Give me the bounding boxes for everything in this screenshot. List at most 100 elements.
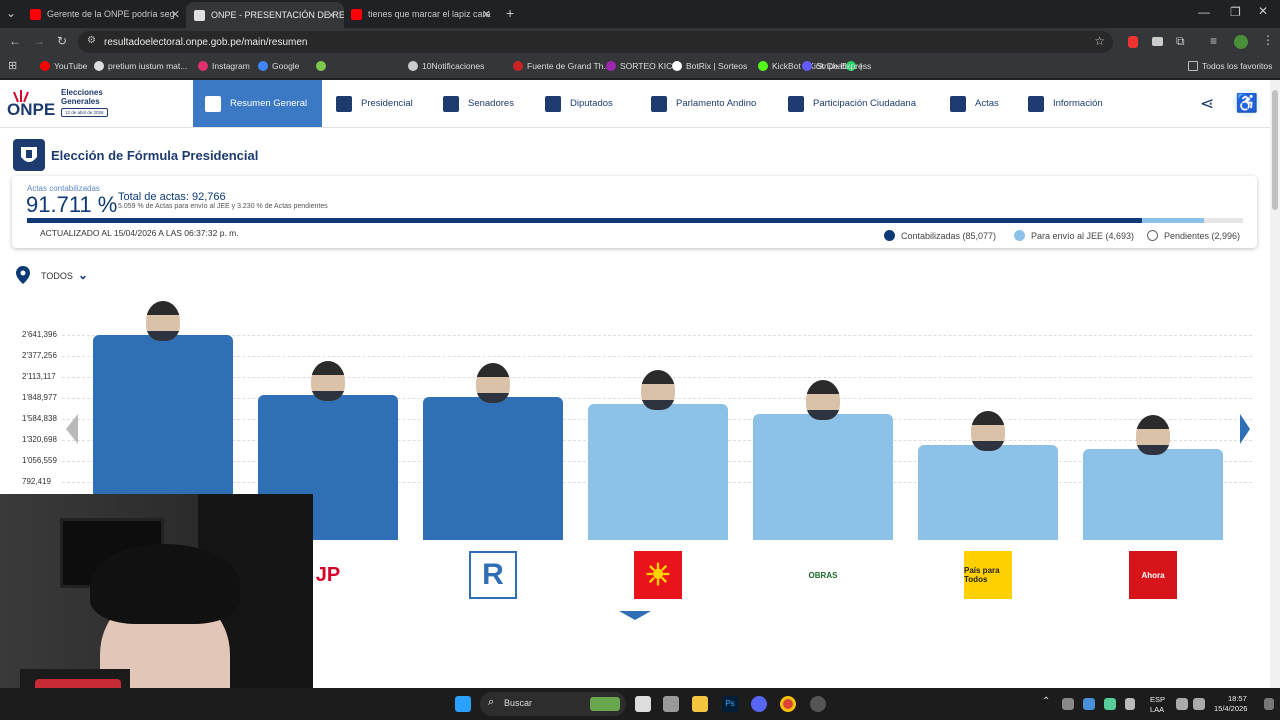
candidate-photo[interactable] [1136, 415, 1170, 455]
bookmark-item[interactable]: KickBot - Kick Chatb... [758, 61, 857, 71]
profile-avatar[interactable] [1234, 35, 1248, 49]
location-pin-icon[interactable] [16, 266, 30, 284]
bookmark-star-icon[interactable]: ☆ [1094, 34, 1105, 48]
party-logo[interactable]: OBRAS [799, 551, 847, 599]
tray-icon[interactable] [1062, 698, 1074, 710]
accessibility-icon[interactable]: ♿ [1233, 89, 1261, 117]
site-info-icon[interactable]: ⚙ [87, 35, 96, 46]
bookmark-label: BotRix | Sorteos [686, 61, 748, 71]
clock-date[interactable]: 15/4/2026 [1214, 704, 1248, 713]
forward-icon[interactable]: → [33, 34, 45, 48]
updated-timestamp: ACTUALIZADO AL 15/04/2026 A LAS 06:37:32… [40, 228, 239, 238]
bookmark-item[interactable] [316, 61, 330, 71]
party-logo[interactable]: ☀ [634, 551, 682, 599]
restore-icon[interactable]: ❐ [1230, 5, 1241, 19]
discord-icon[interactable] [751, 696, 767, 712]
bookmark-item[interactable]: YouTube [40, 61, 87, 71]
onpe-logo-icon[interactable] [8, 88, 34, 118]
photoshop-icon[interactable]: Ps [722, 696, 738, 712]
nav-item[interactable]: Información [1028, 80, 1118, 127]
tab-search-icon[interactable]: ⌄ [6, 6, 17, 20]
party-logo[interactable]: País para Todos [964, 551, 1012, 599]
chart-next-arrow-icon[interactable] [1240, 414, 1250, 444]
candidate-photo[interactable] [806, 380, 840, 420]
candidate-photo[interactable] [311, 361, 345, 401]
language-code[interactable]: ESP [1150, 695, 1166, 704]
bookmark-item[interactable]: Stripe Express [802, 61, 871, 71]
candidate-photo[interactable] [476, 363, 510, 403]
nav-item[interactable]: Diputados [545, 80, 631, 127]
bookmark-item[interactable]: pretium iustum mat... [94, 61, 187, 71]
candidate-bar[interactable] [588, 404, 728, 540]
task-view-icon[interactable] [635, 696, 651, 712]
volume-icon[interactable] [1193, 698, 1205, 710]
candidate-hair [806, 380, 840, 394]
bookmark-item[interactable]: Google [258, 61, 299, 71]
party-logo[interactable]: R [469, 551, 517, 599]
bookmark-favicon-icon [758, 61, 768, 71]
app-icon[interactable] [810, 696, 826, 712]
bookmark-item[interactable]: | [846, 61, 862, 71]
menu-kebab-icon[interactable]: ⋮ [1262, 33, 1274, 47]
candidate-bar[interactable] [753, 414, 893, 540]
reload-icon[interactable]: ↻ [57, 34, 68, 48]
media-icon[interactable]: ≡ [1210, 34, 1218, 48]
extension-icon[interactable] [1152, 37, 1163, 46]
tab-close-icon[interactable]: ✕ [170, 8, 180, 21]
y-tick-label: 792,419 [22, 477, 51, 486]
new-tab-button[interactable]: + [506, 5, 515, 21]
candidate-photo[interactable] [146, 301, 180, 341]
extensions-puzzle-icon[interactable]: ⧉ [1176, 34, 1185, 48]
bookmark-item[interactable]: 10Notificaciones [408, 61, 484, 71]
clock-time[interactable]: 18:57 [1228, 694, 1247, 703]
nav-item[interactable]: Parlamento Andino [651, 80, 769, 127]
chevron-up-icon[interactable]: ⌃ [1042, 696, 1051, 707]
expand-down-arrow-icon[interactable] [619, 611, 651, 620]
chevron-down-icon[interactable]: ⌄ [78, 268, 89, 282]
nav-item[interactable]: Resumen General [193, 80, 322, 127]
bookmark-item[interactable]: Instagram [198, 61, 250, 71]
notifications-icon[interactable] [1264, 698, 1274, 710]
chrome-icon[interactable] [780, 696, 796, 712]
page-scrollbar[interactable] [1270, 80, 1280, 688]
candidate-photo[interactable] [641, 370, 675, 410]
candidate-bar[interactable] [1083, 449, 1223, 540]
nav-item[interactable]: Senadores [443, 80, 525, 127]
taskbar-search-box[interactable]: ⌕ Buscar [480, 692, 626, 716]
nav-item[interactable]: Presidencial [336, 80, 426, 127]
scrollbar-thumb[interactable] [1272, 90, 1278, 210]
extension-icon[interactable] [1128, 36, 1138, 48]
file-explorer-icon[interactable] [692, 696, 708, 712]
minimize-icon[interactable]: — [1198, 5, 1210, 19]
tray-icon[interactable] [1104, 698, 1116, 710]
tab-close-icon[interactable]: ✕ [481, 8, 491, 21]
bookmark-favicon-icon [513, 61, 523, 71]
tray-icon[interactable] [1083, 698, 1095, 710]
app-icon[interactable] [663, 696, 679, 712]
microphone-icon[interactable] [1125, 698, 1135, 710]
region-filter-label[interactable]: TODOS [41, 271, 73, 281]
bookmark-item[interactable]: BotRix | Sorteos [672, 61, 747, 71]
windows-start-icon[interactable] [455, 696, 471, 712]
candidate-bar[interactable] [423, 397, 563, 540]
browser-tab[interactable]: Gerente de la ONPE podría seg ✕ [22, 3, 188, 25]
browser-tab[interactable]: ONPE - PRESENTACIÓN DE RES ✕ [186, 2, 344, 28]
nav-item[interactable]: Participación Ciudadana [788, 80, 928, 127]
nav-item[interactable]: Actas [950, 80, 1010, 127]
bookmark-item[interactable]: SORTEO KICK [606, 61, 678, 71]
candidate-photo[interactable] [971, 411, 1005, 451]
candidate-bar[interactable] [918, 445, 1058, 540]
chart-prev-arrow-icon[interactable] [66, 414, 78, 444]
keyboard-layout[interactable]: LAA [1150, 705, 1165, 714]
browser-tab[interactable]: tienes que marcar el lapiz cara ✕ [343, 3, 499, 25]
close-window-icon[interactable]: ✕ [1258, 4, 1269, 18]
network-icon[interactable] [1176, 698, 1188, 710]
party-logo[interactable]: Ahora [1129, 551, 1177, 599]
bookmark-item[interactable]: Fuente de Grand Th... [513, 61, 610, 71]
back-icon[interactable]: ← [9, 34, 21, 48]
tab-close-icon[interactable]: ✕ [326, 9, 336, 22]
share-icon[interactable]: ⋖ [1200, 94, 1215, 113]
all-favorites-button[interactable]: Todos los favoritos [1188, 61, 1272, 71]
address-bar[interactable]: ⚙ resultadoelectoral.onpe.gob.pe/main/re… [78, 31, 1113, 53]
apps-grid-icon[interactable]: ⊞ [8, 60, 18, 72]
